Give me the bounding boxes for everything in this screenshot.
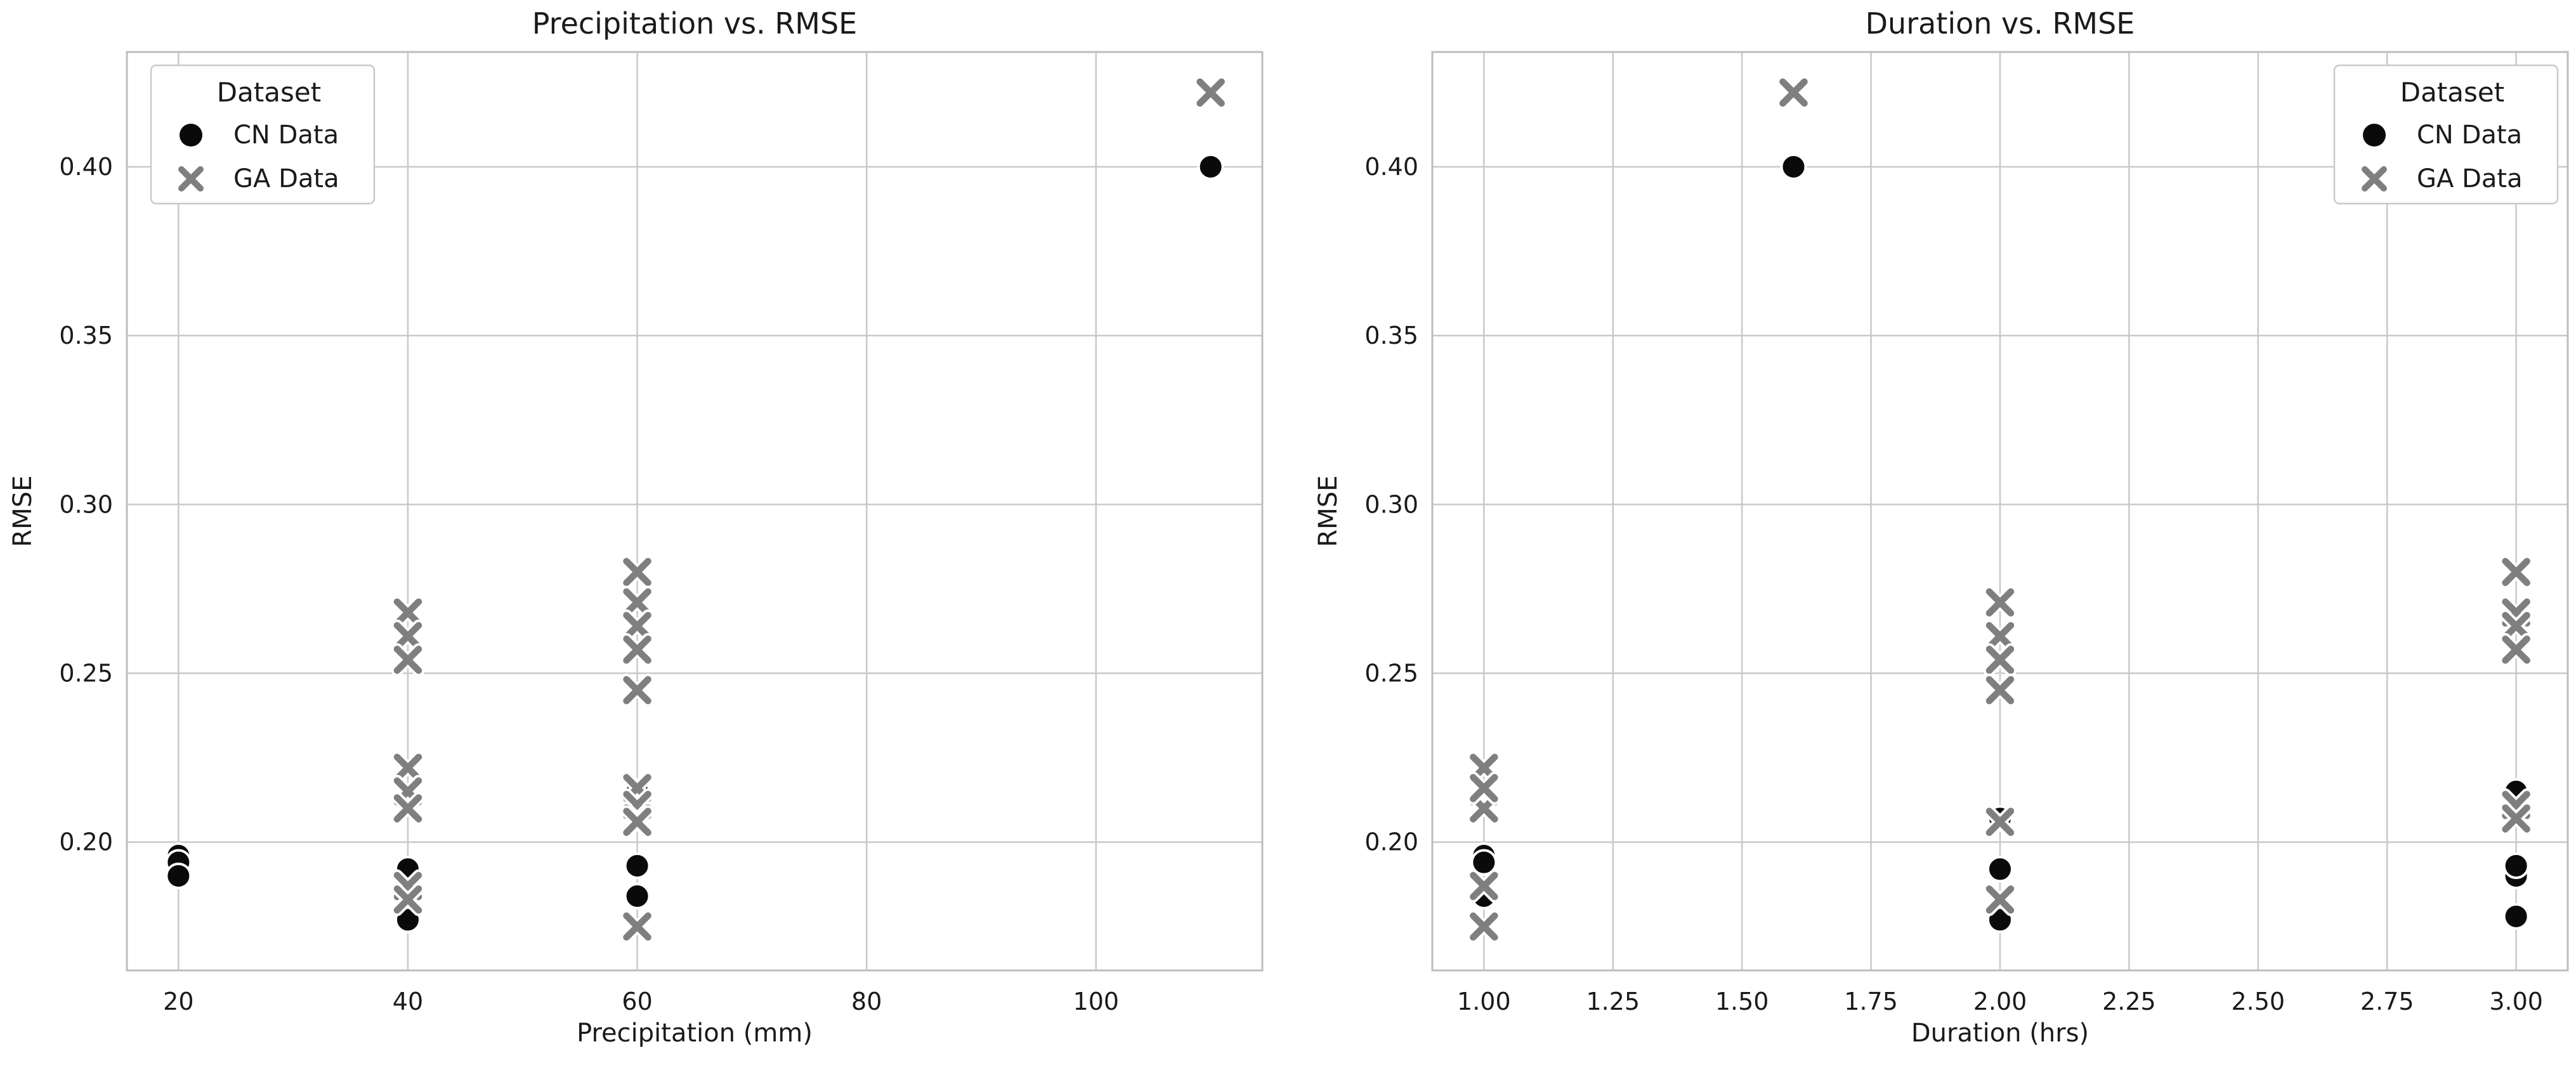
ga-data-point	[1985, 622, 2015, 651]
precipitation-y-tick-label: 0.30	[59, 490, 113, 518]
left-y-axis-label: RMSE	[8, 475, 37, 547]
right-x-axis-label: Duration (hrs)	[1911, 1019, 2089, 1048]
precipitation-axes-frame	[126, 51, 1264, 972]
duration-legend-ga-data-label: GA Data	[2417, 164, 2523, 193]
ga-data-point	[1470, 912, 1498, 941]
duration-legend: Dataset CN Data GA Data	[2333, 64, 2559, 205]
precipitation-x-tick-label: 80	[851, 988, 882, 1015]
ga-data-point	[1985, 645, 2015, 674]
precipitation-legend-title: Dataset	[217, 77, 321, 108]
ga-data-point	[393, 598, 422, 627]
ga-data-point	[623, 588, 651, 617]
duration-legend-box	[2333, 64, 2559, 205]
duration-legend-title: Dataset	[2400, 77, 2504, 108]
duration-y-tick-label: 0.40	[1364, 153, 1418, 181]
ga-data-point	[623, 912, 651, 941]
duration-x-tick-label: 2.50	[2232, 988, 2285, 1015]
duration-legend-cn-data-label: CN Data	[2417, 121, 2522, 150]
ga-data-point	[2502, 558, 2530, 587]
cn-data-point	[1470, 849, 1498, 876]
duration-x-tick-label: 1.25	[1586, 988, 1640, 1015]
ga-data-point	[1470, 871, 1498, 901]
precipitation-legend-ga-data-marker	[178, 166, 204, 192]
ga-data-point	[1985, 675, 2015, 705]
duration-x-tick-label: 1.50	[1715, 988, 1769, 1015]
cn-data-point	[2502, 903, 2530, 930]
precipitation-legend-ga-data-label: GA Data	[233, 164, 339, 193]
precipitation-y-tick-label: 0.35	[59, 322, 113, 349]
ga-data-point	[623, 611, 651, 641]
duration-y-tick-label: 0.35	[1364, 322, 1418, 349]
duration-x-tick-label: 1.00	[1457, 988, 1511, 1015]
precipitation-x-tick-label: 60	[622, 988, 652, 1015]
ga-data-point	[623, 807, 651, 837]
cn-data-point	[2502, 852, 2530, 879]
cn-data-point	[1780, 153, 1807, 180]
duration-legend-cn-data-marker	[2363, 124, 2386, 147]
left-x-axis-label: Precipitation (mm)	[577, 1019, 813, 1048]
duration-y-tick-label: 0.30	[1364, 490, 1418, 518]
ga-data-point	[1985, 588, 2015, 617]
cn-data-point	[1987, 856, 2013, 883]
ga-data-point	[2502, 636, 2530, 664]
ga-data-point	[1985, 885, 2015, 914]
precipitation-y-tick-label: 0.40	[59, 153, 113, 181]
ga-data-point	[1985, 807, 2015, 837]
precipitation-legend-cn-data-marker	[180, 124, 202, 147]
precipitation-x-tick-label: 100	[1073, 988, 1120, 1015]
ga-data-point	[1779, 78, 1808, 107]
ga-data-point	[2502, 611, 2530, 641]
duration-axes-frame	[1431, 51, 2569, 972]
precipitation-legend-box	[150, 64, 376, 205]
cn-data-point	[165, 862, 192, 889]
duration-x-tick-label: 2.25	[2102, 988, 2156, 1015]
ga-data-point	[393, 754, 422, 782]
ga-data-point	[1196, 78, 1225, 107]
duration-y-tick-label: 0.25	[1364, 660, 1418, 688]
precipitation-x-tick-label: 40	[393, 988, 423, 1015]
ga-data-point	[393, 622, 422, 651]
precipitation-x-tick-label: 20	[163, 988, 193, 1015]
precipitation-legend-cn-data-label: CN Data	[233, 121, 339, 150]
precipitation-legend: Dataset CN Data GA Data	[150, 64, 376, 205]
ga-data-point	[393, 885, 422, 914]
duration-x-tick-label: 3.00	[2489, 988, 2543, 1015]
ga-data-point	[393, 794, 422, 823]
ga-data-point	[623, 675, 651, 705]
cn-data-point	[624, 882, 651, 910]
ga-data-point	[393, 645, 422, 674]
precipitation-chart: 20 40 60 80 100 0.20 0.25 0.30 0.35 0.40 Dataset CN…	[59, 51, 1264, 1015]
ga-data-point	[1470, 774, 1498, 802]
cn-data-point	[624, 852, 651, 879]
cn-data-point	[1197, 153, 1224, 180]
right-chart-title: Duration vs. RMSE	[1865, 6, 2135, 41]
right-y-axis-label: RMSE	[1314, 475, 1343, 547]
duration-x-tick-label: 1.75	[1844, 988, 1898, 1015]
duration-y-tick-label: 0.20	[1364, 828, 1418, 856]
duration-chart: 1.00 1.25 1.50 1.75 2.00 2.25 2.50 2.75 3.00 0.20…	[1364, 51, 2569, 1015]
left-chart-title: Precipitation vs. RMSE	[532, 6, 858, 41]
duration-x-tick-label: 2.00	[1973, 988, 2027, 1015]
precipitation-y-tick-label: 0.25	[59, 660, 113, 688]
duration-x-tick-label: 2.75	[2360, 988, 2414, 1015]
ga-data-point	[623, 558, 651, 587]
ga-data-point	[623, 636, 651, 664]
precipitation-y-tick-label: 0.20	[59, 828, 113, 856]
ga-data-point	[2502, 804, 2530, 833]
duration-legend-ga-data-marker	[2362, 166, 2387, 192]
